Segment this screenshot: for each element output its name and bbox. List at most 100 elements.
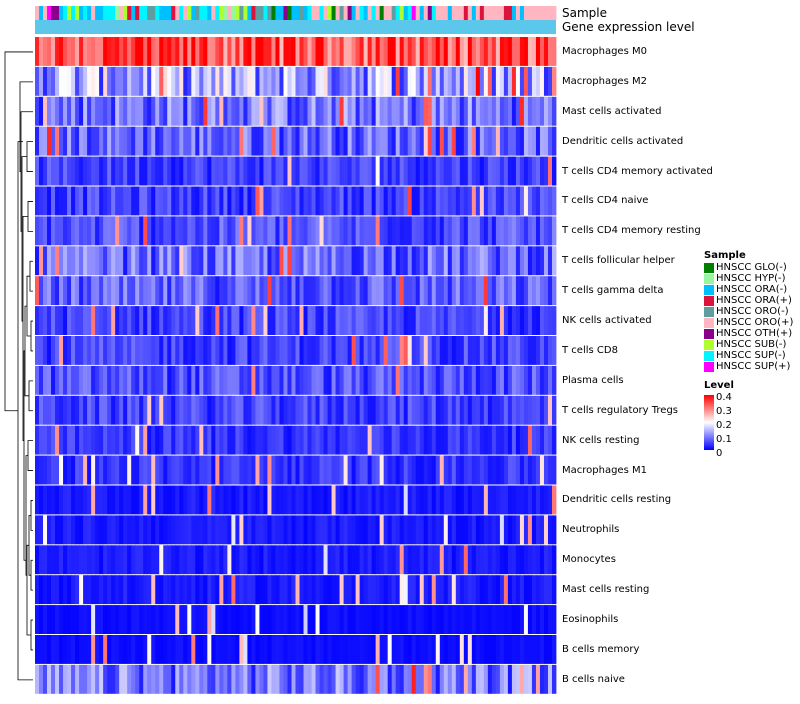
heatmap-cell [535,216,541,246]
heatmap-cell [355,425,361,455]
heatmap-cell [127,37,132,66]
heatmap-cell [387,186,393,216]
heatmap-cell [71,276,76,306]
heatmap-cell [355,186,361,216]
heatmap-cell [191,455,196,485]
heatmap-cell [351,66,357,96]
heatmap-cell [463,455,469,485]
heatmap-cell [211,37,216,66]
heatmap-cell [303,515,308,545]
heatmap-cell [75,425,80,455]
heatmap-cell [215,635,220,664]
heatmap-cell [83,156,88,186]
heatmap-cell [319,605,324,634]
heatmap-cell [155,126,160,156]
heatmap-cell [299,575,304,605]
heatmap-cell [47,365,52,395]
heatmap-cell [207,605,212,634]
heatmap-cell [163,246,168,276]
heatmap-cell [271,276,276,306]
heatmap-cell [67,425,72,455]
heatmap-cell [527,605,533,634]
heatmap-cell [71,485,76,515]
heatmap-cell [459,395,465,425]
heatmap-cell [95,186,100,216]
heatmap-cell [271,96,276,126]
heatmap-cell [419,276,425,306]
heatmap-cell [155,425,160,455]
heatmap-cell [259,395,264,425]
heatmap-cell [115,365,120,395]
heatmap-cell [507,126,513,156]
heatmap-cell [463,306,469,335]
heatmap-cell [375,545,381,575]
heatmap-cell [299,216,304,246]
sample-annotation-cell [311,6,316,20]
heatmap-cell [491,485,497,515]
heatmap-cell [511,545,517,575]
heatmap-cell [395,96,401,126]
heatmap-cell [383,395,389,425]
heatmap-cell [79,336,84,365]
heatmap-cell [231,156,236,186]
heatmap-cell [155,395,160,425]
heatmap-cell [359,37,365,66]
heatmap-cell [431,395,437,425]
heatmap-cell [87,515,92,545]
heatmap-cell [191,126,196,156]
heatmap-cell [539,336,545,365]
heatmap-cell [363,156,369,186]
heatmap-cell [499,66,505,96]
heatmap-cell [259,365,264,395]
heatmap-cell [295,425,300,455]
heatmap-cell [547,455,553,485]
heatmap-cell [407,515,413,545]
heatmap-cell [107,37,112,66]
heatmap-cell [479,186,485,216]
heatmap-cell [427,365,433,395]
heatmap-cell [219,515,224,545]
heatmap-cell [435,575,441,605]
heatmap-cell [351,276,357,306]
sample-annotation-cell [283,6,288,20]
heatmap-cell [63,575,68,605]
heatmap-cell [375,515,381,545]
heatmap-cell [527,575,533,605]
heatmap-cell [43,395,48,425]
heatmap-cell [503,635,509,664]
heatmap-cell [79,186,84,216]
legend-label: HNSCC GLO(-) [716,262,787,273]
heatmap-cell [107,276,112,306]
sample-annotation-cell [39,6,44,20]
heatmap-cell [419,485,425,515]
heatmap-cell [51,276,56,306]
heatmap-cell [551,455,557,485]
heatmap-cell [75,216,80,246]
heatmap-cell [391,485,397,515]
heatmap-cell [99,96,104,126]
heatmap-cell [43,156,48,186]
heatmap-cell [203,336,208,365]
heatmap-cell [315,635,320,664]
heatmap-cell [451,37,457,66]
heatmap-cell [131,336,136,365]
heatmap-cell [199,365,204,395]
heatmap-cell [539,66,545,96]
heatmap-cell [539,575,545,605]
heatmap-cell [451,156,457,186]
heatmap-cell [247,545,252,575]
heatmap-cell [275,664,280,694]
heatmap-cell [347,186,353,216]
heatmap-cell [135,425,140,455]
heatmap-cell [395,216,401,246]
heatmap-cell [163,485,168,515]
heatmap-cell [143,37,148,66]
heatmap-cell [251,336,256,365]
heatmap-cell [167,276,172,306]
heatmap-cell [467,605,473,634]
heatmap-cell [111,605,116,634]
heatmap-cell [39,545,44,575]
heatmap-cell [43,485,48,515]
heatmap-cell [47,216,52,246]
heatmap-cell [203,306,208,335]
